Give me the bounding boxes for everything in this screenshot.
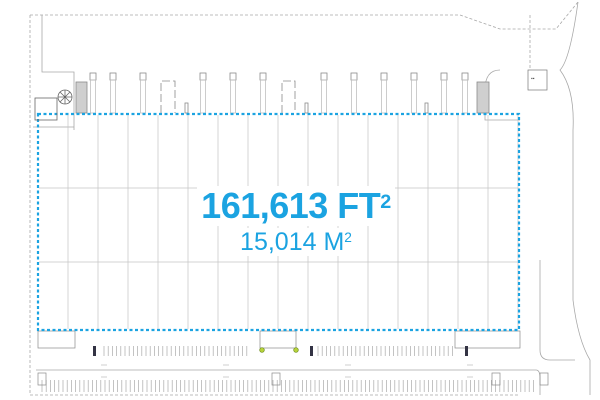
- accessible-parking: [310, 346, 313, 356]
- dock-door-bumper: [440, 72, 448, 81]
- dock-door: [90, 79, 96, 114]
- dock-door: [381, 79, 387, 114]
- drive-in-door: [160, 80, 176, 113]
- building-area-label: 161,613 FT2 15,014 M2: [180, 186, 412, 256]
- area-square-meters-value: 15,014 M: [240, 228, 345, 256]
- office-block: [454, 330, 521, 349]
- dock-door-bumper: [380, 72, 388, 81]
- dock-door: [140, 79, 146, 114]
- property-line-left: [29, 15, 520, 396]
- stair: [304, 102, 309, 114]
- area-square-feet: 161,613 FT2: [197, 186, 395, 226]
- dock-door: [200, 79, 206, 114]
- dock-door: [110, 79, 116, 114]
- dock-door-bumper: [350, 72, 358, 81]
- dock-door: [441, 79, 447, 114]
- access-road-left: [33, 15, 75, 130]
- dock-door: [411, 79, 417, 114]
- bike-rack: [293, 347, 299, 353]
- transformer: [539, 372, 549, 386]
- area-square-feet-value: 161,613 FT: [201, 185, 381, 226]
- dock-door: [351, 79, 357, 114]
- accessible-parking: [465, 346, 468, 356]
- area-square-feet-unit-exponent: 2: [380, 191, 391, 213]
- property-line: [30, 1, 579, 70]
- curb-right: [484, 69, 520, 121]
- area-square-meters-unit-exponent: 2: [344, 230, 352, 245]
- dock-door-bumper: [320, 72, 328, 81]
- dock-door: [321, 79, 327, 114]
- dock-door-bumper: [139, 72, 147, 81]
- access-road-right: [559, 1, 591, 395]
- bike-rack: [259, 347, 265, 353]
- dock-door-bumper: [259, 72, 267, 81]
- side-lane: [539, 260, 575, 361]
- drive-in-door: [281, 80, 296, 113]
- truck-court-line: [36, 369, 541, 395]
- stair: [424, 102, 429, 114]
- office-block: [259, 330, 297, 349]
- transformer: [37, 372, 47, 386]
- dock-door: [260, 79, 266, 114]
- accessible-parking: [93, 346, 96, 356]
- dock-door-bumper: [199, 72, 207, 81]
- transformer: [271, 372, 281, 386]
- pump-house: [34, 89, 73, 121]
- dock-door-bumper: [89, 72, 97, 81]
- dock-door-bumper: [229, 72, 237, 81]
- svg-text:▪▪: ▪▪: [531, 76, 535, 82]
- dock-door: [230, 79, 236, 114]
- guard-booth: ▪▪: [527, 69, 548, 91]
- area-square-meters: 15,014 M2: [236, 228, 356, 256]
- dock-door: [462, 79, 468, 114]
- transformer: [491, 372, 501, 386]
- building-footprint-outline: [36, 112, 521, 332]
- dock-door-bumper: [410, 72, 418, 81]
- office-block: [37, 330, 76, 349]
- stair: [184, 102, 189, 114]
- dock-door-bumper: [109, 72, 117, 81]
- dock-door-bumper: [461, 72, 469, 81]
- screen-wall: [75, 81, 88, 114]
- screen-wall: [476, 81, 490, 114]
